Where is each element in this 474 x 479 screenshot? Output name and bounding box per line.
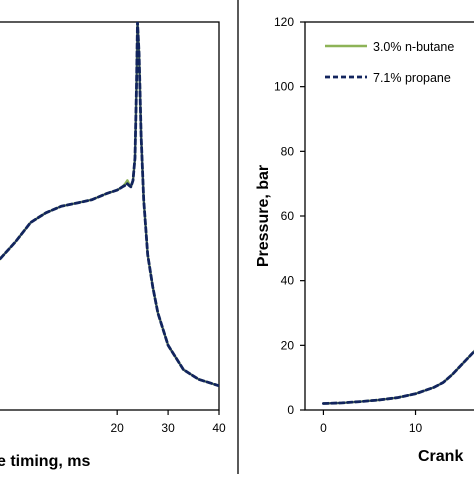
chart2-y-tick-label-6: 100 (274, 80, 294, 94)
chart1-x-tick-label-3: 40 (212, 421, 226, 435)
legend: 3.0% n-butane 7.1% propane (325, 40, 454, 85)
legend-label-n-butane: 3.0% n-butane (373, 40, 454, 54)
chart2-x-tick-label-1: 0 (320, 421, 327, 435)
chart2-series-line-2 (322, 349, 474, 405)
left-chart-panel: 20 30 40 e timing, ms (0, 21, 226, 470)
chart2-y-tick-label-4: 60 (281, 209, 295, 223)
chart2-y-tick-label-3: 40 (281, 274, 295, 288)
chart2-y-tick-label-7: 120 (274, 15, 294, 29)
chart2-x-tick-label-2: 10 (409, 421, 423, 435)
left-plot-frame (0, 21, 220, 411)
chart2-y-tick-label-5: 80 (281, 144, 295, 158)
right-series-group (322, 349, 474, 405)
left-series-group (0, 22, 219, 388)
right-y-axis-title: Pressure, bar (255, 165, 272, 267)
right-plot-frame (304, 21, 474, 411)
right-y-axis-ticks: 0 20 40 60 80 100 120 (274, 15, 305, 417)
chart2-y-tick-label-2: 20 (281, 338, 295, 352)
chart1-series-line-2 (0, 22, 219, 388)
left-x-axis-title: e timing, ms (0, 453, 90, 470)
chart1-x-tick-label-2: 30 (161, 421, 175, 435)
legend-label-propane: 7.1% propane (373, 71, 451, 85)
left-x-axis-ticks: 20 30 40 (111, 410, 226, 435)
chart1-x-tick-label-1: 20 (111, 421, 125, 435)
right-x-axis-ticks: 0 10 (320, 410, 423, 435)
chart2-y-tick-label-1: 0 (287, 403, 294, 417)
right-x-axis-title: Crank (418, 448, 463, 465)
